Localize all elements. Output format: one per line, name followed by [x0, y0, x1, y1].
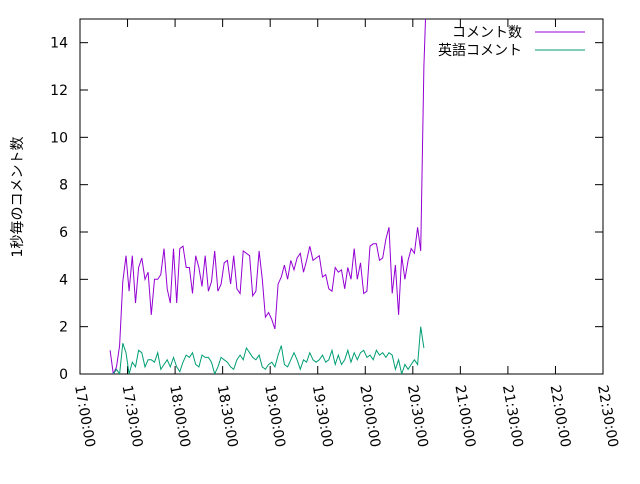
x-tick-label-1: 17:30:00 [119, 384, 146, 449]
legend-label-0: コメント数 [452, 25, 522, 41]
x-tick-label-11: 22:30:00 [594, 384, 621, 449]
x-tick-label-0: 17:00:00 [71, 384, 98, 449]
y-tick-label-6: 12 [50, 83, 68, 99]
y-tick-label-7: 14 [50, 36, 68, 52]
y-tick-label-4: 8 [59, 178, 68, 194]
x-tick-label-4: 19:00:00 [261, 384, 288, 449]
y-tick-label-5: 10 [50, 130, 68, 146]
y-tick-label-1: 2 [59, 320, 68, 336]
plot-frame [79, 18, 604, 375]
x-tick-label-9: 21:30:00 [499, 384, 526, 449]
x-tick-label-2: 18:00:00 [166, 384, 193, 449]
x-tick-label-10: 22:00:00 [547, 384, 574, 449]
x-tick-label-6: 20:00:00 [356, 384, 383, 449]
x-tick-label-3: 18:30:00 [214, 384, 241, 449]
y-tick-label-0: 0 [59, 367, 68, 383]
series-line-1 [112, 326, 425, 374]
x-tick-label-5: 19:30:00 [309, 384, 336, 449]
series-line-0 [109, 19, 426, 374]
legend-label-1: 英語コメント [438, 42, 522, 59]
x-tick-label-7: 20:30:00 [404, 384, 431, 449]
x-tick-label-8: 21:00:00 [451, 384, 478, 449]
plot-area: 0 2 4 6 8 10 12 14 17:00:00 17:30:00 18:00:00 18:30… [50, 18, 621, 449]
y-tick-label-3: 6 [59, 225, 68, 241]
y-axis-label: 1秒毎のコメント数 [10, 137, 26, 258]
y-tick-label-2: 4 [59, 272, 68, 288]
